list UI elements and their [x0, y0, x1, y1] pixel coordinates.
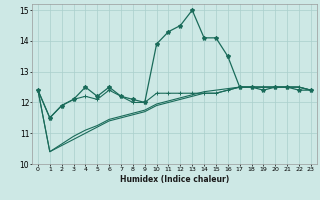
- X-axis label: Humidex (Indice chaleur): Humidex (Indice chaleur): [120, 175, 229, 184]
